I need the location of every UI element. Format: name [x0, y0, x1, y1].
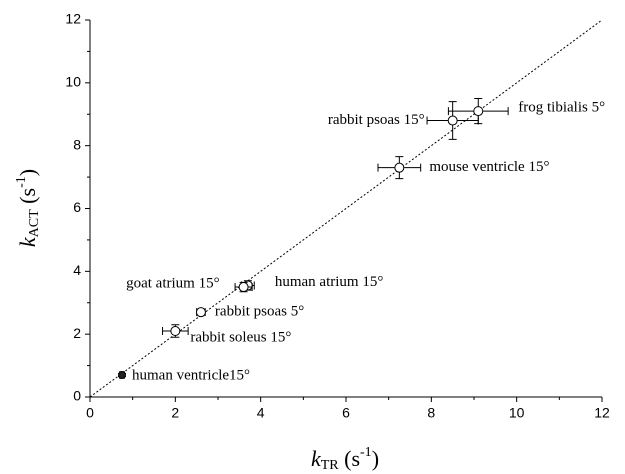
- data-point: [170, 326, 181, 337]
- x-tick-label: 4: [257, 405, 265, 421]
- y-title-symbol: k: [15, 236, 40, 247]
- x-tick-label: 8: [427, 405, 435, 421]
- x-tick-label: 2: [171, 405, 179, 421]
- y-title-unit: (s: [15, 188, 40, 209]
- x-tick-label: 0: [86, 405, 94, 421]
- point-label: human atrium 15°: [275, 274, 383, 290]
- point-label: mouse ventricle 15°: [429, 159, 549, 175]
- x-title-exponent: -1: [360, 445, 372, 460]
- y-tick-label: 10: [65, 74, 81, 90]
- y-tick-label: 2: [73, 325, 81, 341]
- point-label: rabbit psoas 15°: [328, 112, 425, 128]
- data-point: [118, 371, 126, 380]
- x-tick-label: 12: [594, 405, 610, 421]
- data-point: [394, 162, 405, 173]
- point-label: human ventricle15°: [132, 367, 250, 383]
- data-point: [195, 307, 206, 318]
- x-title-close: ): [372, 446, 379, 471]
- data-point: [238, 282, 249, 293]
- point-label: goat atrium 15°: [126, 275, 219, 291]
- y-axis-title: kACT (s-1): [14, 169, 42, 247]
- y-tick-label: 4: [73, 262, 81, 278]
- y-title-close: ): [15, 169, 40, 176]
- point-label: frog tibialis 5°: [518, 100, 605, 116]
- x-title-unit: (s: [339, 446, 360, 471]
- y-tick-label: 0: [73, 388, 81, 404]
- y-tick-label: 12: [65, 11, 81, 27]
- x-tick-label: 6: [342, 405, 350, 421]
- x-title-symbol: k: [311, 446, 322, 471]
- point-label: rabbit psoas 5°: [215, 304, 304, 320]
- x-title-subscript: TR: [321, 458, 340, 473]
- y-title-subscript: ACT: [27, 209, 42, 237]
- data-point: [473, 106, 484, 117]
- point-label: rabbit soleus 15°: [190, 329, 291, 345]
- y-tick-label: 8: [73, 136, 81, 152]
- data-point: [447, 115, 458, 126]
- x-tick-label: 10: [509, 405, 525, 421]
- x-axis-title: kTR (s-1): [311, 445, 379, 473]
- y-title-exponent: -1: [14, 176, 29, 188]
- identity-line: [89, 19, 603, 398]
- y-tick-label: 6: [73, 199, 81, 215]
